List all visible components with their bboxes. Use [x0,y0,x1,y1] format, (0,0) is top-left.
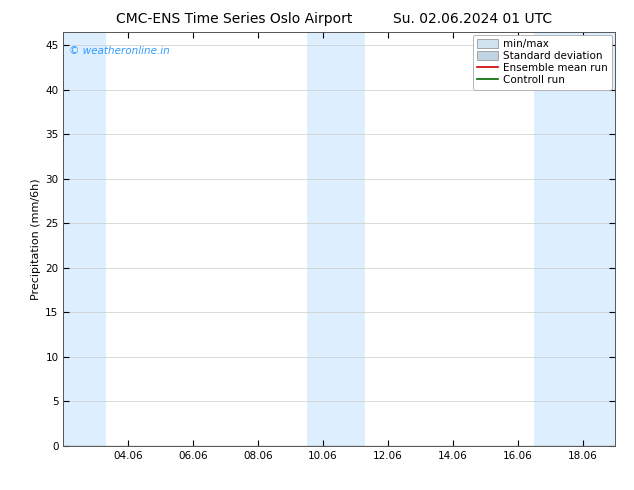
Text: © weatheronline.in: © weatheronline.in [69,47,170,56]
Y-axis label: Precipitation (mm/6h): Precipitation (mm/6h) [31,178,41,300]
Bar [63,32,106,446]
Text: Su. 02.06.2024 01 UTC: Su. 02.06.2024 01 UTC [393,12,552,26]
Text: CMC-ENS Time Series Oslo Airport: CMC-ENS Time Series Oslo Airport [117,12,353,26]
Bar [307,32,365,446]
Legend: min/max, Standard deviation, Ensemble mean run, Controll run: min/max, Standard deviation, Ensemble me… [473,35,612,90]
Bar [534,32,615,446]
